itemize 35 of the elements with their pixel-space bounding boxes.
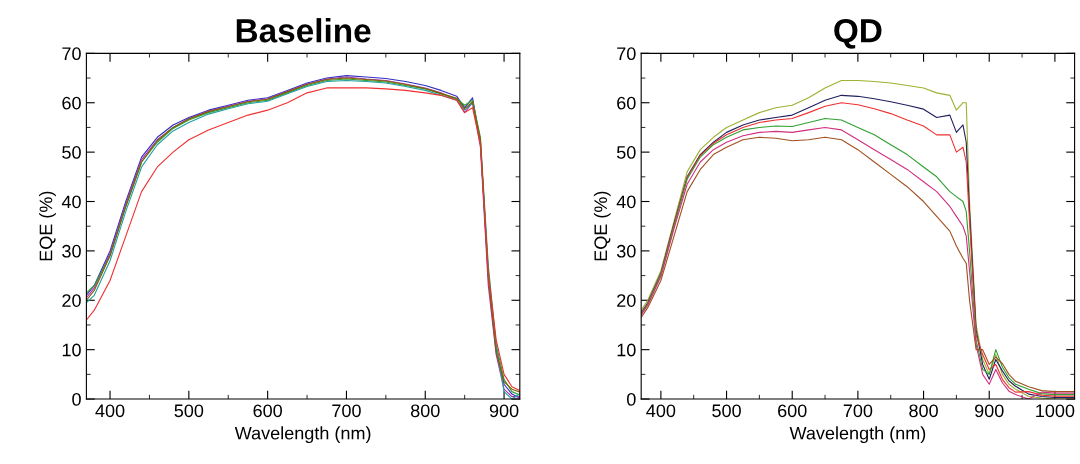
y-tick-label: 50 <box>616 146 636 159</box>
y-tick-label: 50 <box>62 146 81 159</box>
y-tick-label: 60 <box>617 96 636 110</box>
x-tick-label: 600 <box>253 404 283 418</box>
x-tick-label: 700 <box>332 404 361 418</box>
y-tick-label: 10 <box>617 343 636 357</box>
y-axis-title: EQE (%) <box>39 191 56 261</box>
x-tick-label: 600 <box>778 404 807 418</box>
y-tick-label: 40 <box>61 195 81 209</box>
x-tick-label: 500 <box>174 404 204 418</box>
x-tick-label: 700 <box>843 404 873 418</box>
y-tick-label: 30 <box>616 244 636 258</box>
y-tick-label: 60 <box>62 96 81 110</box>
y-tick-label: 20 <box>62 294 81 307</box>
y-tick-label: 70 <box>617 47 636 61</box>
y-tick-label: 40 <box>616 195 636 209</box>
x-tick-label: 900 <box>975 404 1004 418</box>
chart-title: QD <box>834 18 882 49</box>
x-tick-label: 800 <box>410 404 440 418</box>
x-tick-label: 400 <box>646 404 676 418</box>
x-tick-label: 500 <box>712 404 741 418</box>
x-axis-title: Wavelength (nm) <box>789 426 926 444</box>
y-tick-label: 70 <box>62 47 81 61</box>
y-tick-label: 0 <box>72 392 81 406</box>
y-axis-title: EQE (%) <box>593 191 611 261</box>
y-tick-label: 30 <box>62 244 81 258</box>
x-tick-label: 900 <box>489 404 519 418</box>
y-tick-label: 0 <box>626 392 636 406</box>
x-axis-title: Wavelength (nm) <box>234 426 371 444</box>
x-tick-label: 400 <box>95 404 125 418</box>
x-tick-label: 800 <box>909 404 938 418</box>
x-tick-label: 1000 <box>1036 404 1075 418</box>
y-tick-label: 10 <box>62 343 81 357</box>
chart-title: Baseline <box>236 18 371 43</box>
y-tick-label: 20 <box>617 294 636 307</box>
